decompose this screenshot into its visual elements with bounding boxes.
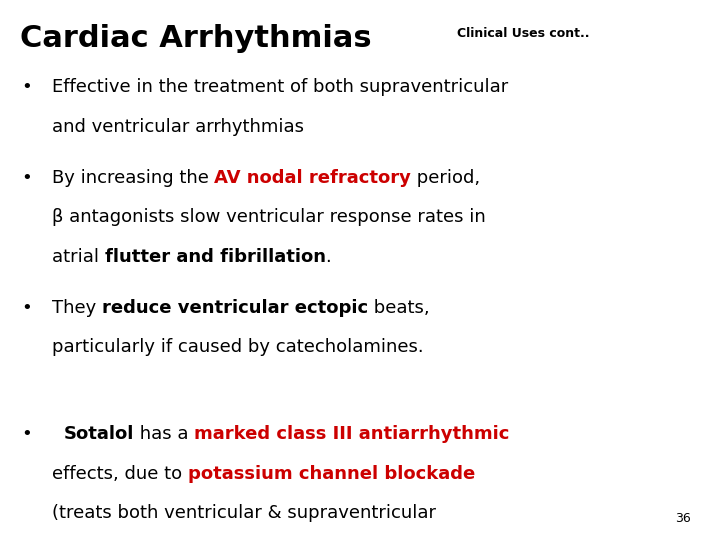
- Text: Clinical Uses cont..: Clinical Uses cont..: [457, 27, 590, 40]
- Text: atrial: atrial: [52, 248, 104, 266]
- Text: has a: has a: [134, 425, 194, 443]
- Text: Cardiac Arrhythmias: Cardiac Arrhythmias: [20, 24, 372, 53]
- Text: potassium channel blockade: potassium channel blockade: [188, 464, 475, 483]
- Text: β antagonists slow ventricular response rates in: β antagonists slow ventricular response …: [52, 208, 485, 226]
- Text: •: •: [22, 78, 32, 96]
- Text: •: •: [22, 299, 32, 317]
- Text: flutter and fibrillation: flutter and fibrillation: [104, 248, 325, 266]
- Text: •: •: [22, 169, 32, 187]
- Text: reduce ventricular ectopic: reduce ventricular ectopic: [102, 299, 368, 317]
- Text: effects, due to: effects, due to: [52, 464, 188, 483]
- Text: By increasing the: By increasing the: [52, 169, 215, 187]
- Text: period,: period,: [411, 169, 480, 187]
- Text: Effective in the treatment of both supraventricular: Effective in the treatment of both supra…: [52, 78, 508, 96]
- Text: marked class III antiarrhythmic: marked class III antiarrhythmic: [194, 425, 509, 443]
- Text: and ventricular arrhythmias: and ventricular arrhythmias: [52, 118, 304, 136]
- Text: They: They: [52, 299, 102, 317]
- Text: 36: 36: [675, 512, 691, 525]
- Text: •: •: [22, 425, 32, 443]
- Text: beats,: beats,: [368, 299, 430, 317]
- Text: .: .: [325, 248, 331, 266]
- Text: (treats both ventricular & supraventricular: (treats both ventricular & supraventricu…: [52, 504, 436, 522]
- Text: AV nodal refractory: AV nodal refractory: [215, 169, 411, 187]
- Text: particularly if caused by catecholamines.: particularly if caused by catecholamines…: [52, 339, 423, 356]
- Text: Sotalol: Sotalol: [63, 425, 134, 443]
